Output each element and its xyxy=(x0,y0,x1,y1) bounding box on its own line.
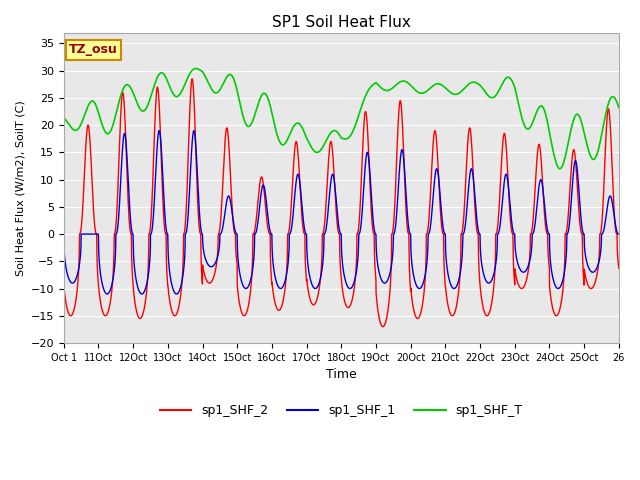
sp1_SHF_2 xyxy=(615,265,623,271)
sp1_SHF_T xyxy=(298,124,305,130)
sp1_SHF_1 xyxy=(173,291,180,297)
sp1_SHF_T xyxy=(598,130,606,135)
sp1_SHF_2 xyxy=(188,76,196,82)
Line: sp1_SHF_2: sp1_SHF_2 xyxy=(64,79,619,327)
sp1_SHF_T xyxy=(60,115,68,121)
sp1_SHF_1 xyxy=(598,231,606,237)
sp1_SHF_T xyxy=(293,120,301,126)
sp1_SHF_T xyxy=(570,115,578,120)
sp1_SHF_2 xyxy=(463,148,471,154)
sp1_SHF_T xyxy=(463,83,471,88)
sp1_SHF_1 xyxy=(463,201,471,207)
Y-axis label: Soil Heat Flux (W/m2), SoilT (C): Soil Heat Flux (W/m2), SoilT (C) xyxy=(15,100,25,276)
sp1_SHF_2 xyxy=(324,173,332,179)
sp1_SHF_2 xyxy=(60,282,68,288)
Line: sp1_SHF_1: sp1_SHF_1 xyxy=(64,131,619,294)
sp1_SHF_2 xyxy=(293,142,301,147)
sp1_SHF_1 xyxy=(298,199,305,205)
sp1_SHF_T xyxy=(556,166,564,172)
sp1_SHF_T xyxy=(192,66,200,72)
sp1_SHF_2 xyxy=(298,209,305,215)
sp1_SHF_2 xyxy=(379,324,387,330)
X-axis label: Time: Time xyxy=(326,368,356,381)
sp1_SHF_2 xyxy=(570,148,578,154)
sp1_SHF_2 xyxy=(598,218,606,224)
Text: TZ_osu: TZ_osu xyxy=(69,43,118,57)
sp1_SHF_1 xyxy=(570,161,578,167)
sp1_SHF_T xyxy=(324,135,332,141)
sp1_SHF_1 xyxy=(293,172,301,178)
sp1_SHF_1 xyxy=(615,231,623,237)
Line: sp1_SHF_T: sp1_SHF_T xyxy=(64,69,619,169)
Title: SP1 Soil Heat Flux: SP1 Soil Heat Flux xyxy=(272,15,411,30)
sp1_SHF_1 xyxy=(60,231,68,237)
sp1_SHF_T xyxy=(615,105,623,110)
sp1_SHF_1 xyxy=(190,128,198,133)
Legend: sp1_SHF_2, sp1_SHF_1, sp1_SHF_T: sp1_SHF_2, sp1_SHF_1, sp1_SHF_T xyxy=(155,399,527,422)
sp1_SHF_1 xyxy=(324,212,332,217)
